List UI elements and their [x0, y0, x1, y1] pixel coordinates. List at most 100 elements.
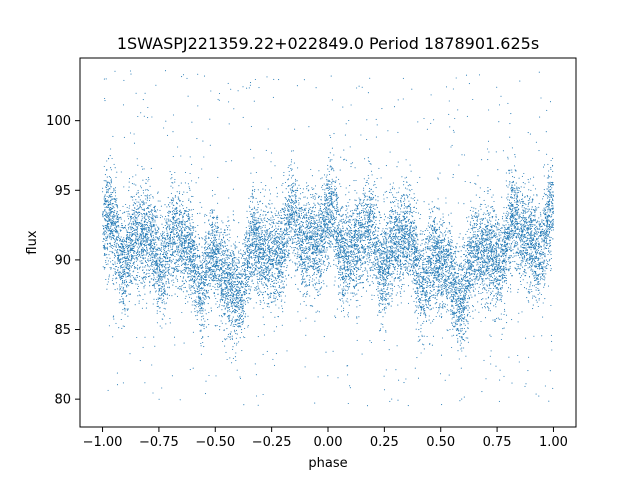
data-point	[151, 219, 153, 221]
data-point	[194, 271, 197, 273]
data-point	[315, 289, 317, 291]
data-point	[174, 240, 176, 242]
data-point	[358, 217, 361, 220]
data-point	[285, 284, 288, 286]
data-point	[318, 241, 320, 243]
data-point	[458, 320, 460, 322]
data-point	[135, 283, 137, 285]
data-point	[254, 269, 256, 271]
data-point	[307, 251, 309, 253]
data-point	[144, 226, 146, 229]
data-point	[504, 239, 506, 241]
data-point	[362, 251, 364, 253]
data-point	[185, 267, 187, 269]
data-point	[407, 247, 409, 249]
data-point	[540, 213, 542, 215]
data-point	[454, 300, 456, 302]
data-point	[528, 243, 530, 246]
data-point	[551, 202, 553, 204]
data-point	[550, 189, 552, 191]
data-point	[243, 238, 245, 240]
data-point	[196, 314, 198, 316]
data-point	[249, 200, 252, 202]
data-point	[211, 232, 213, 234]
data-point	[191, 304, 193, 306]
data-point	[241, 323, 243, 325]
data-point	[200, 279, 202, 281]
data-point	[150, 255, 152, 257]
data-point	[428, 237, 430, 239]
data-point	[494, 263, 496, 265]
data-point	[474, 231, 476, 233]
data-point	[292, 195, 294, 197]
data-point	[161, 272, 163, 274]
data-point	[385, 294, 387, 296]
data-point	[352, 259, 354, 261]
data-point	[457, 289, 459, 291]
data-point	[269, 232, 271, 234]
data-point	[463, 271, 466, 274]
data-point	[302, 295, 304, 297]
data-point	[336, 199, 338, 201]
data-point	[414, 196, 416, 199]
data-point	[358, 85, 360, 87]
data-point	[184, 237, 187, 239]
data-point	[408, 233, 410, 235]
data-point	[220, 272, 223, 274]
data-point	[258, 232, 260, 234]
data-point	[355, 199, 357, 201]
data-point	[439, 231, 441, 233]
data-point	[540, 277, 542, 279]
data-point	[142, 209, 144, 211]
data-point	[266, 303, 268, 305]
data-point	[478, 269, 480, 272]
data-point	[246, 276, 249, 278]
data-point	[122, 300, 125, 303]
data-point	[360, 134, 362, 136]
data-point	[428, 319, 430, 321]
data-point	[350, 254, 352, 256]
data-point	[404, 266, 407, 268]
data-point	[412, 230, 414, 232]
data-point	[438, 247, 440, 249]
data-point	[488, 250, 490, 252]
data-point	[314, 287, 316, 289]
data-point	[477, 290, 480, 292]
data-point	[448, 293, 450, 295]
data-point	[437, 278, 439, 280]
data-point	[241, 319, 243, 321]
data-point	[526, 239, 529, 241]
data-point	[261, 235, 264, 237]
data-point	[319, 288, 321, 290]
data-point	[419, 340, 421, 342]
data-point	[483, 190, 485, 193]
data-point	[196, 264, 199, 266]
data-point	[484, 305, 486, 308]
data-point	[541, 257, 543, 259]
data-point	[330, 226, 332, 229]
data-point	[169, 219, 171, 221]
data-point	[166, 245, 168, 247]
data-point	[413, 278, 415, 280]
data-point	[144, 195, 146, 197]
data-point	[455, 298, 457, 300]
data-point	[344, 260, 346, 262]
data-point	[127, 259, 129, 262]
data-point	[361, 295, 363, 298]
data-point	[543, 241, 545, 243]
data-point	[209, 212, 211, 214]
data-point	[335, 232, 337, 234]
data-point	[501, 254, 504, 256]
data-point	[538, 299, 540, 301]
data-point	[498, 104, 501, 106]
data-point	[162, 288, 164, 290]
data-point	[124, 310, 126, 312]
data-point	[488, 265, 490, 267]
data-point	[201, 300, 203, 302]
data-point	[362, 235, 364, 237]
data-point	[216, 225, 218, 227]
data-point	[495, 252, 497, 254]
data-point	[398, 226, 400, 228]
data-point	[426, 276, 428, 278]
data-point	[195, 285, 197, 287]
